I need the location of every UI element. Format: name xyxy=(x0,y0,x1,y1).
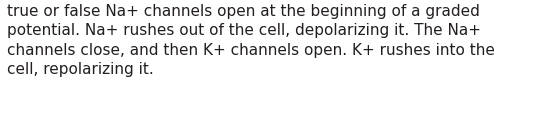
Text: true or false Na+ channels open at the beginning of a graded
potential. Na+ rush: true or false Na+ channels open at the b… xyxy=(7,4,495,77)
